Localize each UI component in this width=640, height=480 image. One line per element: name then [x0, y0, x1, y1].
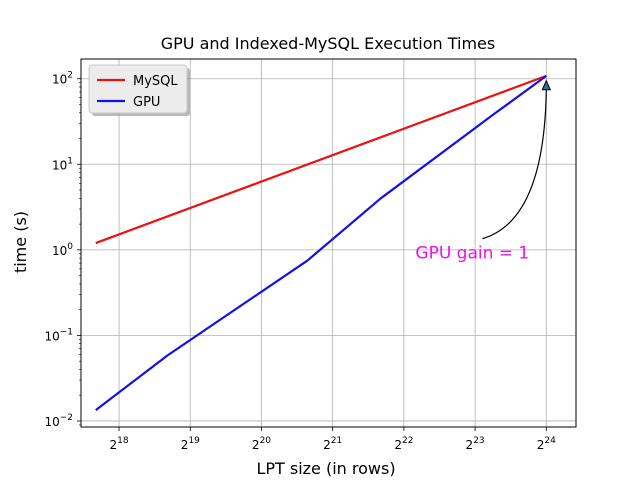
x-tick-label-base: 2 [323, 438, 331, 452]
y-tick-label-exponent: 1 [67, 156, 73, 166]
y-tick-label-base: 10 [44, 415, 59, 429]
x-tick-label-base: 2 [537, 438, 545, 452]
chart-title: GPU and Indexed-MySQL Execution Times [161, 34, 495, 53]
y-tick-label-exponent: 2 [67, 71, 73, 81]
y-tick-label-exponent: 0 [67, 242, 73, 252]
series-lines [95, 74, 547, 411]
legend-label-gpu: GPU [133, 95, 160, 110]
y-tick-label-base: 10 [52, 73, 67, 87]
y-tick-label: 10−1 [44, 327, 73, 343]
series-line-mysql [95, 74, 547, 245]
annotation-arrow-line [482, 89, 547, 240]
y-tick-label: 102 [52, 71, 73, 87]
y-tick-label-exponent: −2 [60, 413, 73, 423]
annotation-arrowhead [541, 79, 552, 91]
x-tick-label-exponent: 23 [473, 436, 484, 446]
x-tick-label-base: 2 [394, 438, 402, 452]
x-axis-label: LPT size (in rows) [256, 459, 395, 478]
y-tick-label: 101 [52, 156, 73, 172]
y-tick-label: 100 [52, 242, 73, 258]
series-line-gpu [95, 74, 547, 411]
x-tick-label: 219 [181, 436, 200, 452]
x-tick-label-exponent: 19 [188, 436, 200, 446]
x-tick-label: 218 [110, 436, 129, 452]
x-tick-label-exponent: 21 [331, 436, 342, 446]
x-tick-label-base: 2 [466, 438, 474, 452]
legend-label-mysql: MySQL [133, 74, 178, 89]
annotation-text: GPU gain = 1 [415, 244, 529, 264]
plot-frame [80, 58, 577, 428]
y-tick-label-exponent: −1 [60, 327, 73, 337]
y-tick-label: 10−2 [44, 413, 73, 429]
x-tick-label-exponent: 18 [117, 436, 129, 446]
x-tick-label-base: 2 [252, 438, 260, 452]
x-tick-label: 224 [537, 436, 556, 452]
x-tick-label-base: 2 [110, 438, 118, 452]
x-tick-label: 223 [466, 436, 485, 452]
x-tick-label-exponent: 24 [544, 436, 556, 446]
x-tick-label: 220 [252, 436, 271, 452]
legend: MySQL GPU [88, 64, 190, 116]
grid [81, 59, 576, 427]
y-tick-label-base: 10 [44, 329, 59, 343]
x-tick-label-exponent: 22 [402, 436, 413, 446]
y-axis-label: time (s) [11, 211, 30, 273]
x-tick-label: 222 [394, 436, 413, 452]
x-tick-label: 221 [323, 436, 342, 452]
y-tick-label-base: 10 [52, 158, 67, 172]
x-tick-label-exponent: 20 [260, 436, 272, 446]
y-tick-label-base: 10 [52, 244, 67, 258]
annotation: GPU gain = 1 [415, 79, 552, 264]
x-tick-label-base: 2 [181, 438, 189, 452]
